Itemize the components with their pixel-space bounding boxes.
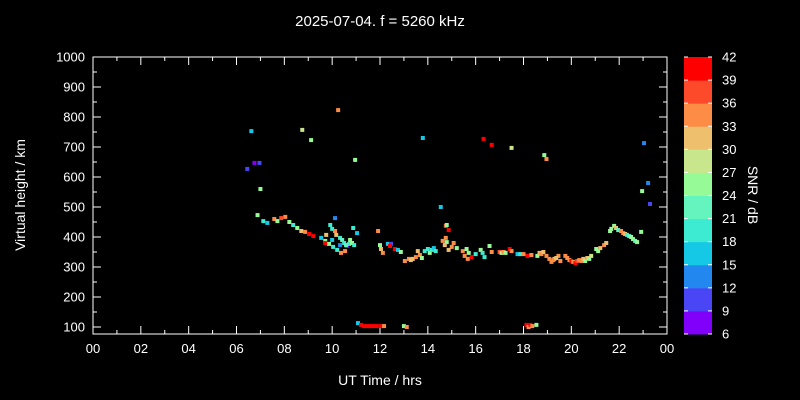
svg-text:18: 18 xyxy=(722,234,736,249)
svg-text:600: 600 xyxy=(63,170,85,185)
svg-text:08: 08 xyxy=(277,341,291,356)
svg-text:800: 800 xyxy=(63,110,85,125)
svg-text:36: 36 xyxy=(722,96,736,111)
svg-text:42: 42 xyxy=(722,50,736,65)
svg-text:39: 39 xyxy=(722,73,736,88)
svg-text:22: 22 xyxy=(612,341,626,356)
svg-text:12: 12 xyxy=(373,341,387,356)
svg-text:1000: 1000 xyxy=(56,50,85,65)
chart-title: 2025-07-04. f = 5260 kHz xyxy=(295,13,465,30)
svg-text:100: 100 xyxy=(63,320,85,335)
svg-text:400: 400 xyxy=(63,230,85,245)
svg-text:15: 15 xyxy=(722,257,736,272)
svg-text:500: 500 xyxy=(63,200,85,215)
svg-text:00: 00 xyxy=(86,341,100,356)
x-axis-label: UT Time / hrs xyxy=(338,372,422,388)
svg-text:9: 9 xyxy=(722,303,729,318)
svg-text:21: 21 xyxy=(722,211,736,226)
svg-text:24: 24 xyxy=(722,188,736,203)
svg-text:33: 33 xyxy=(722,119,736,134)
svg-text:10: 10 xyxy=(325,341,339,356)
svg-text:6: 6 xyxy=(722,327,729,342)
svg-text:14: 14 xyxy=(421,341,435,356)
svg-text:27: 27 xyxy=(722,165,736,180)
svg-text:300: 300 xyxy=(63,260,85,275)
svg-text:06: 06 xyxy=(229,341,243,356)
svg-text:12: 12 xyxy=(722,280,736,295)
svg-text:900: 900 xyxy=(63,80,85,95)
svg-text:200: 200 xyxy=(63,290,85,305)
svg-text:16: 16 xyxy=(468,341,482,356)
svg-text:700: 700 xyxy=(63,140,85,155)
svg-text:18: 18 xyxy=(516,341,530,356)
svg-text:02: 02 xyxy=(134,341,148,356)
svg-text:04: 04 xyxy=(181,341,195,356)
svg-text:20: 20 xyxy=(564,341,578,356)
svg-text:30: 30 xyxy=(722,142,736,157)
svg-text:00: 00 xyxy=(660,341,674,356)
